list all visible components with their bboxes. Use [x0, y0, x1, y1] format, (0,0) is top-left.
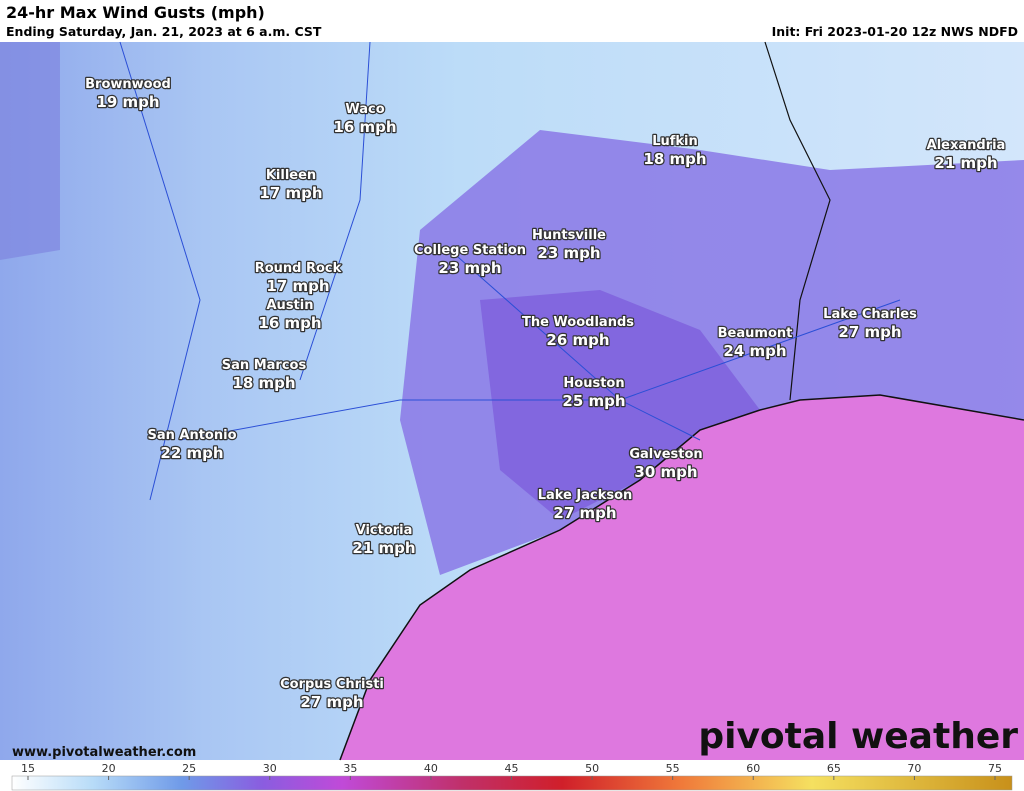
colorbar-tick-label: 40	[424, 762, 438, 775]
gulf	[340, 395, 1024, 760]
colorbar-tick-label: 35	[343, 762, 357, 775]
city-gust: 23 mph	[438, 259, 501, 277]
city-name: San Marcos	[222, 358, 307, 373]
colorbar-tick-label: 55	[666, 762, 680, 775]
colorbar-tick-label: 60	[746, 762, 760, 775]
west-shade	[0, 42, 60, 260]
colorbar-tick-label: 15	[21, 762, 35, 775]
colorbar-tick-label: 30	[263, 762, 277, 775]
city-name: Round Rock	[255, 261, 342, 276]
state-border	[764, 41, 831, 401]
city-gust: 27 mph	[553, 504, 616, 522]
city-gust: 16 mph	[258, 314, 321, 332]
colorbar-tick-label: 45	[505, 762, 519, 775]
city-gust: 26 mph	[546, 331, 609, 349]
city-name: The Woodlands	[522, 315, 634, 330]
city-name: Victoria	[356, 523, 413, 538]
city-gust: 16 mph	[333, 118, 396, 136]
highways	[119, 41, 901, 501]
city-gust: 18 mph	[232, 374, 295, 392]
city-name: Lake Charles	[823, 307, 917, 322]
city-name: Killeen	[266, 168, 316, 183]
city-gust: 27 mph	[838, 323, 901, 341]
city-name: College Station	[414, 243, 526, 258]
colorbar-tick-label: 65	[827, 762, 841, 775]
city-gust: 19 mph	[96, 93, 159, 111]
city-gust: 22 mph	[160, 444, 223, 462]
city-name: Corpus Christi	[280, 677, 384, 692]
city-name: Huntsville	[532, 228, 606, 243]
city-name: Houston	[563, 376, 624, 391]
colorbar-tick-label: 70	[907, 762, 921, 775]
colorbar-tick-label: 25	[182, 762, 196, 775]
subtitle: Ending Saturday, Jan. 21, 2023 at 6 a.m.…	[6, 24, 322, 39]
city-gust: 21 mph	[352, 539, 415, 557]
init-time: Init: Fri 2023-01-20 12z NWS NDFD	[772, 24, 1018, 39]
city-name: Galveston	[629, 447, 702, 462]
city-gust: 30 mph	[634, 463, 697, 481]
brand-watermark: pivotal weather	[698, 716, 1018, 757]
city-gust: 23 mph	[537, 244, 600, 262]
city-name: San Antonio	[147, 428, 236, 443]
title: 24-hr Max Wind Gusts (mph)	[6, 3, 265, 22]
city-name: Lake Jackson	[538, 488, 633, 503]
colorbar-tick-label: 50	[585, 762, 599, 775]
city-name: Austin	[267, 298, 314, 313]
city-gust: 18 mph	[643, 150, 706, 168]
city-name: Brownwood	[85, 77, 171, 92]
city-name: Waco	[345, 102, 384, 117]
city-gust: 17 mph	[259, 184, 322, 202]
city-gust: 24 mph	[723, 342, 786, 360]
colorbar-tick-label: 20	[102, 762, 116, 775]
city-gust: 25 mph	[562, 392, 625, 410]
website: www.pivotalweather.com	[12, 745, 196, 760]
city-name: Lufkin	[652, 134, 698, 149]
city-gust: 27 mph	[300, 693, 363, 711]
city-name: Beaumont	[718, 326, 793, 341]
city-gust: 21 mph	[934, 154, 997, 172]
city-name: Alexandria	[927, 138, 1006, 153]
colorbar-tick-label: 75	[988, 762, 1002, 775]
houston-shade	[480, 290, 760, 520]
city-gust: 17 mph	[266, 277, 329, 295]
coastline	[339, 394, 1024, 761]
